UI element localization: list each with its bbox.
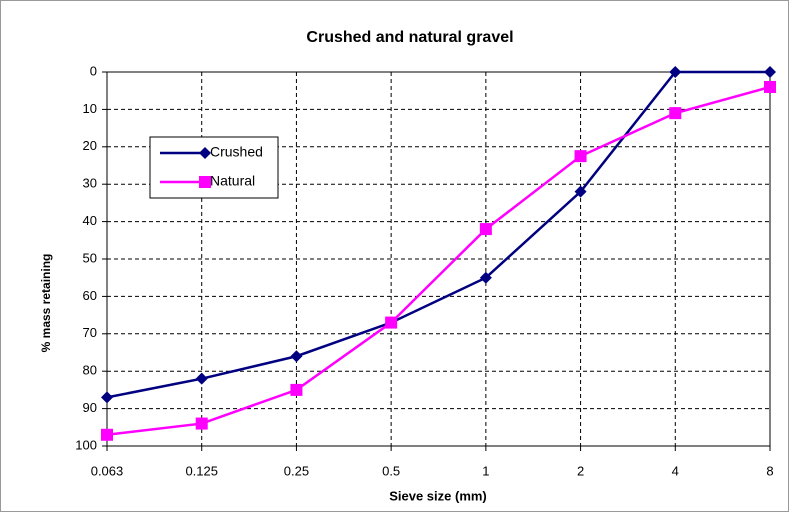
x-tick-label: 2 — [577, 463, 584, 478]
y-tick-label: 30 — [83, 176, 97, 191]
legend-marker — [199, 147, 211, 159]
x-tick-label: 0.125 — [185, 463, 218, 478]
series-marker — [195, 372, 208, 385]
x-tick-label: 1 — [482, 463, 489, 478]
y-tick-label: 0 — [90, 63, 97, 78]
legend-marker — [199, 176, 211, 188]
x-tick-label: 0.063 — [91, 463, 124, 478]
series-marker — [101, 428, 113, 441]
legend — [149, 136, 279, 199]
series-marker — [290, 383, 303, 396]
series-line — [106, 85, 771, 437]
y-tick-label: 90 — [83, 400, 97, 415]
series-marker — [479, 271, 492, 284]
series-marker — [764, 80, 776, 93]
series-marker — [479, 223, 492, 236]
legend-label: Crushed — [210, 144, 263, 160]
series-marker — [195, 417, 208, 430]
plot-border — [106, 71, 771, 447]
y-tick-label: 60 — [83, 288, 97, 303]
series-marker — [574, 185, 587, 198]
y-tick-label: 20 — [83, 138, 97, 153]
x-tick-label: 0.5 — [382, 463, 400, 478]
y-tick-label: 100 — [75, 437, 97, 452]
x-axis-label: Sieve size (mm) — [389, 488, 487, 503]
series-marker — [669, 107, 682, 120]
series-line — [106, 70, 770, 399]
y-tick-label: 70 — [83, 325, 97, 340]
legend-label: Natural — [210, 173, 255, 189]
x-tick-label: 4 — [672, 463, 679, 478]
x-tick-label: 8 — [766, 463, 773, 478]
y-tick-label: 40 — [83, 213, 97, 228]
series-marker — [669, 66, 682, 78]
y-tick-label: 10 — [83, 101, 97, 116]
y-tick-label: 80 — [83, 363, 97, 378]
series-marker — [101, 391, 113, 404]
x-tick-label: 0.25 — [284, 463, 309, 478]
y-tick-label: 50 — [83, 250, 97, 265]
y-axis-label: % mass retaining — [39, 254, 53, 353]
series-marker — [290, 350, 303, 363]
series-marker — [764, 66, 776, 78]
series-marker — [574, 150, 587, 163]
series-marker — [385, 316, 398, 329]
chart-title: Crushed and natural gravel — [306, 29, 513, 46]
